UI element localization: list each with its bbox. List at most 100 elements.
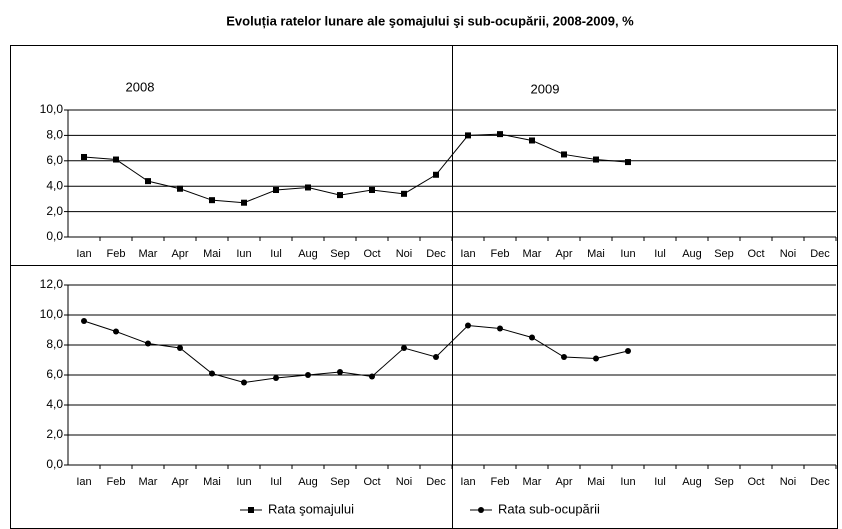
- y-tick-label: 6,0: [46, 153, 63, 167]
- x-tick-label: Apr: [555, 476, 572, 488]
- legend-marker: [248, 507, 254, 513]
- x-tick-label: Apr: [171, 476, 188, 488]
- y-tick-label: 8,0: [46, 128, 63, 142]
- point: [177, 185, 183, 192]
- x-tick-label: Ian: [460, 476, 475, 488]
- frame: [10, 45, 838, 529]
- chart-title: Evoluția ratelor lunare ale şomajului şi…: [226, 13, 634, 28]
- y-tick-label: 2,0: [46, 204, 63, 218]
- point: [561, 354, 567, 360]
- x-tick-label: Dec: [426, 476, 446, 488]
- point: [81, 153, 87, 160]
- point: [465, 132, 471, 139]
- x-tick-label: Apr: [555, 248, 572, 260]
- point: [625, 159, 631, 166]
- x-tick-label: Mai: [203, 248, 221, 260]
- x-tick-label: Noi: [396, 476, 413, 488]
- x-tick-label: Iun: [620, 476, 635, 488]
- point: [401, 345, 407, 351]
- x-tick-label: Iun: [236, 248, 251, 260]
- point: [497, 325, 503, 332]
- x-tick-label: Mai: [587, 248, 605, 260]
- x-tick-label: Iun: [236, 476, 251, 488]
- x-tick-label: Feb: [491, 476, 510, 488]
- point: [177, 345, 183, 351]
- x-tick-label: Ian: [460, 248, 475, 260]
- legend-label: Rata sub-ocupării: [498, 501, 600, 516]
- x-tick-label: Iun: [620, 248, 635, 260]
- series-line: [83, 320, 629, 384]
- point: [113, 156, 119, 163]
- point: [625, 348, 631, 354]
- point: [465, 322, 471, 329]
- x-tick-label: Aug: [298, 248, 318, 260]
- point: [593, 156, 599, 163]
- y-tick-label: 2,0: [46, 427, 63, 441]
- point: [337, 192, 343, 199]
- x-tick-label: Iul: [270, 476, 282, 488]
- y-tick-label: 0,0: [46, 229, 63, 243]
- point: [529, 137, 535, 144]
- y-tick-label: 10,0: [40, 102, 64, 116]
- x-tick-label: Ian: [76, 476, 91, 488]
- y-tick-label: 6,0: [46, 367, 63, 381]
- point: [369, 373, 375, 380]
- x-tick-label: Mar: [523, 248, 542, 260]
- y-tick-label: 10,0: [40, 307, 64, 321]
- x-tick-label: Sep: [714, 476, 734, 488]
- point: [209, 370, 215, 377]
- point: [145, 340, 151, 347]
- point: [561, 151, 567, 158]
- x-tick-label: Feb: [491, 248, 510, 260]
- x-tick-label: Ian: [76, 248, 91, 260]
- year-label: 2008: [126, 79, 155, 94]
- x-tick-label: Iul: [654, 248, 666, 260]
- x-tick-label: Sep: [714, 248, 734, 260]
- point: [81, 318, 87, 324]
- x-tick-label: Apr: [171, 248, 188, 260]
- x-tick-label: Noi: [780, 476, 797, 488]
- y-tick-label: 4,0: [46, 397, 63, 411]
- point: [401, 190, 407, 197]
- x-tick-label: Oct: [747, 476, 764, 488]
- x-tick-label: Oct: [363, 476, 380, 488]
- legend-marker: [478, 507, 484, 513]
- x-tick-label: Oct: [747, 248, 764, 260]
- x-tick-label: Feb: [107, 476, 126, 488]
- x-tick-label: Aug: [682, 248, 702, 260]
- x-tick-label: Mai: [587, 476, 605, 488]
- point: [497, 131, 503, 138]
- x-tick-label: Dec: [426, 248, 446, 260]
- x-tick-label: Mar: [523, 476, 542, 488]
- point: [305, 372, 311, 378]
- point: [369, 187, 375, 194]
- point: [529, 334, 535, 341]
- point: [241, 199, 247, 206]
- x-tick-label: Oct: [363, 248, 380, 260]
- x-tick-label: Sep: [330, 248, 350, 260]
- y-tick-label: 8,0: [46, 337, 63, 351]
- point: [593, 355, 599, 362]
- y-tick-label: 0,0: [46, 457, 63, 471]
- y-tick-label: 4,0: [46, 178, 63, 192]
- point: [433, 171, 439, 178]
- series-line: [83, 133, 629, 204]
- x-tick-label: Dec: [810, 248, 830, 260]
- point: [273, 187, 279, 194]
- x-tick-label: Iul: [270, 248, 282, 260]
- x-tick-label: Noi: [780, 248, 797, 260]
- point: [113, 328, 119, 335]
- x-tick-label: Aug: [682, 476, 702, 488]
- x-tick-label: Dec: [810, 476, 830, 488]
- point: [273, 375, 279, 381]
- x-tick-label: Noi: [396, 248, 413, 260]
- x-tick-label: Sep: [330, 476, 350, 488]
- point: [337, 369, 343, 375]
- x-tick-label: Mar: [139, 248, 158, 260]
- y-tick-label: 12,0: [40, 277, 64, 291]
- x-tick-label: Iul: [654, 476, 666, 488]
- x-tick-label: Aug: [298, 476, 318, 488]
- point: [305, 184, 311, 191]
